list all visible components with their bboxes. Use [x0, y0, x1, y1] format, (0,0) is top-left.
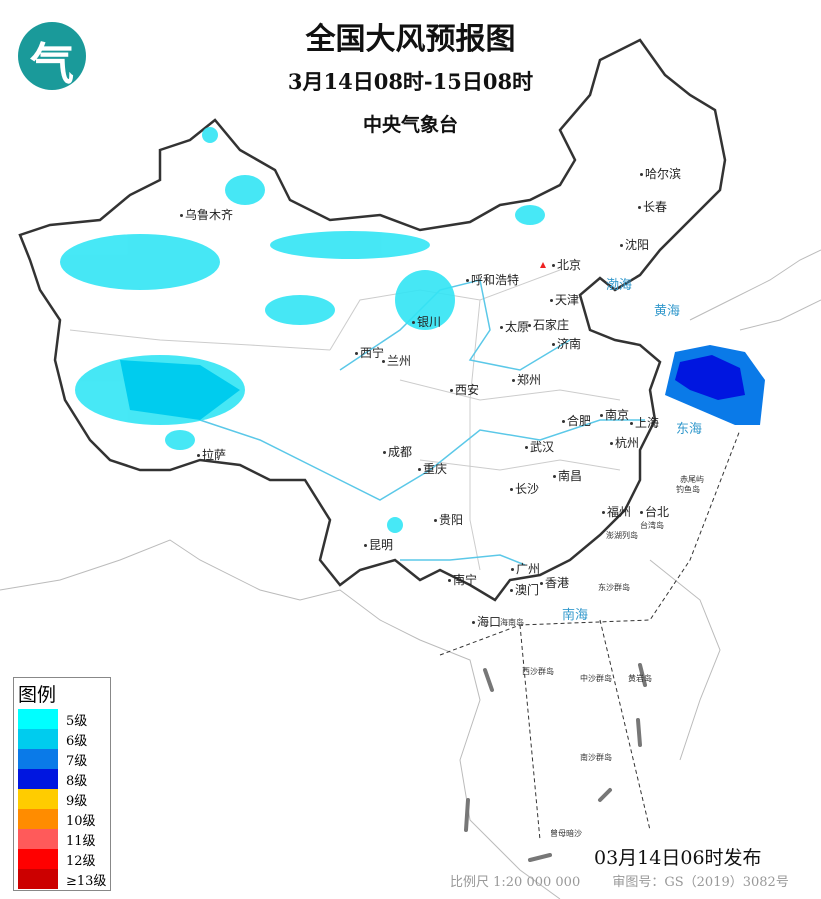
sea-boundaries: [439, 429, 741, 841]
city-label: 南宁: [448, 571, 477, 588]
legend-item: 12级: [14, 849, 110, 869]
legend-swatch: [18, 789, 58, 809]
legend-item: 7级: [14, 749, 110, 769]
island-label: 台湾岛: [640, 521, 664, 530]
cma-logo: 气: [18, 22, 86, 90]
island-label: 海南岛: [500, 618, 524, 627]
forecast-period: 3月14日08时-15日08时: [287, 69, 534, 94]
city-label: 合肥: [562, 412, 591, 429]
legend-label: 10级: [66, 813, 96, 829]
legend-swatch: [18, 869, 58, 889]
neighbor-border: [0, 539, 561, 899]
legend-label: 8级: [66, 773, 88, 789]
city-label: 上海: [630, 414, 659, 431]
map-footer: 比例尺 1:20 000 000 审图号：GS（2019）3082号: [450, 871, 817, 890]
map-title: 全国大风预报图: [305, 22, 516, 57]
city-label: 广州: [511, 560, 540, 577]
city-label: 兰州: [382, 352, 411, 369]
legend-item: 9级: [14, 789, 110, 809]
sea-label: 南海: [562, 608, 589, 623]
scale-text: 比例尺 1:20 000 000: [450, 875, 581, 890]
city-label: 济南: [552, 335, 581, 352]
legend-swatch: [18, 749, 58, 769]
legend-swatch: [18, 729, 58, 749]
city-label: 乌鲁木齐: [180, 206, 233, 223]
city-label: 澳门: [510, 581, 539, 598]
sea-label: 东海: [676, 422, 703, 437]
legend-item: 6级: [14, 729, 110, 749]
city-label: 贵阳: [434, 511, 463, 528]
city-label: 武汉: [525, 438, 554, 455]
sea-label: 渤海: [606, 278, 633, 293]
city-label: 南京: [600, 406, 629, 423]
city-label: 福州: [602, 503, 631, 520]
city-label: 海口: [472, 613, 501, 630]
legend-swatch: [18, 709, 58, 729]
legend-label: ≥13级: [66, 873, 107, 889]
legend-swatch: [18, 769, 58, 789]
city-label: 银川: [412, 313, 441, 330]
city-label: 香港: [540, 574, 569, 591]
legend-swatch: [18, 809, 58, 829]
island-label: 曾母暗沙: [550, 829, 582, 838]
legend: 图例 5级 6级 7级 8级 9级 10级 11级 12级 ≥13级: [13, 677, 111, 891]
city-label: 昆明: [364, 536, 393, 553]
island-label: 赤尾屿: [680, 475, 704, 484]
city-label: 台北: [640, 503, 669, 520]
capital-star-icon: [540, 262, 546, 268]
island-label: 中沙群岛: [580, 674, 612, 683]
island-label: 南沙群岛: [580, 753, 612, 762]
city-label: 沈阳: [620, 236, 649, 253]
sea-label: 黄海: [654, 304, 681, 319]
city-label: 石家庄: [528, 316, 569, 333]
legend-swatch: [18, 829, 58, 849]
city-label: 拉萨: [197, 446, 226, 463]
city-label: 西安: [450, 381, 479, 398]
island-label: 黄岩岛: [628, 674, 652, 683]
issue-time: 03月14日06时发布: [594, 847, 762, 869]
city-label: 成都: [383, 443, 412, 460]
wind-area-level8: [675, 355, 745, 400]
legend-label: 7级: [66, 753, 88, 769]
city-label: 太原: [500, 318, 529, 335]
legend-item: 5级: [14, 709, 110, 729]
legend-item: 11级: [14, 829, 110, 849]
island-label: 澎湖列岛: [606, 531, 638, 540]
legend-label: 6级: [66, 733, 88, 749]
legend-item: ≥13级: [14, 869, 110, 889]
legend-item: 8级: [14, 769, 110, 789]
city-label: 天津: [550, 291, 579, 308]
nine-dash-line: [464, 663, 647, 862]
island-label: 西沙群岛: [522, 667, 554, 676]
city-label: 郑州: [512, 371, 541, 388]
neighbor-coast: [649, 249, 821, 761]
city-label: 南昌: [553, 467, 582, 484]
legend-label: 11级: [66, 833, 96, 849]
approval-number: 审图号：GS（2019）3082号: [612, 875, 789, 890]
city-label: 西宁: [355, 344, 384, 361]
legend-swatch: [18, 849, 58, 869]
legend-title: 图例: [18, 684, 57, 706]
legend-label: 5级: [66, 713, 88, 729]
legend-label: 9级: [66, 793, 88, 809]
island-label: 东沙群岛: [598, 583, 630, 592]
city-label: 长沙: [510, 480, 539, 497]
island-label: 钓鱼岛: [676, 485, 700, 494]
city-label: 杭州: [610, 434, 639, 451]
city-label: 重庆: [418, 460, 447, 477]
city-label: 呼和浩特: [466, 271, 519, 288]
city-label: 北京: [552, 256, 581, 273]
legend-label: 12级: [66, 853, 96, 869]
issuer: 中央气象台: [362, 114, 458, 136]
city-label: 长春: [638, 198, 667, 215]
city-label: 哈尔滨: [640, 165, 681, 182]
legend-item: 10级: [14, 809, 110, 829]
wind-area-level6: [120, 360, 240, 420]
